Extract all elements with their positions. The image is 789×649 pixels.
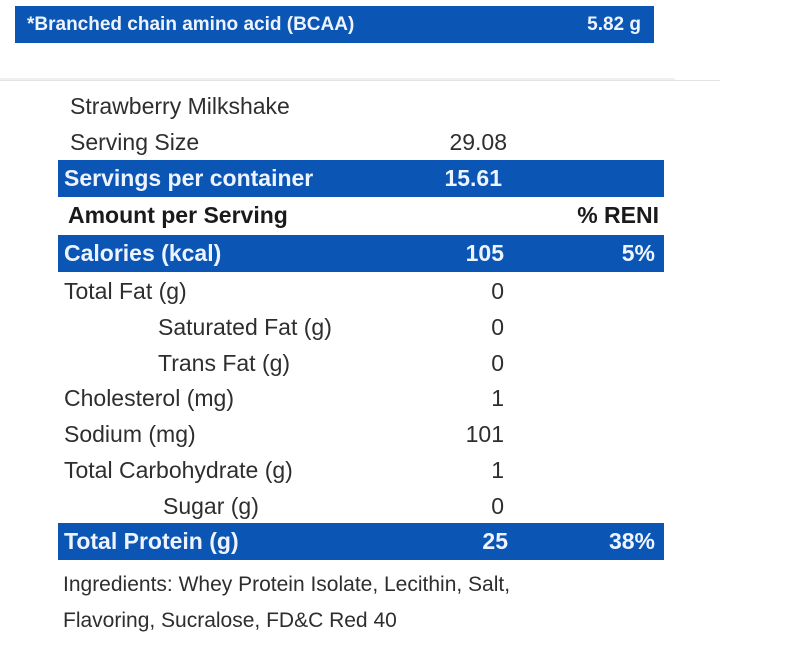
reni-header: % RENI (577, 202, 659, 228)
ingredients-text: Ingredients: Whey Protein Isolate, Lecit… (63, 567, 623, 639)
servings-per-container-label: Servings per container (64, 165, 314, 191)
nutrient-row-saturated-fat: Saturated Fat (g) 0 (58, 309, 664, 346)
ingredients-line-2: Flavoring, Sucralose, FD&C Red 40 (63, 609, 397, 632)
calories-row: Calories (kcal) 105 5% (58, 235, 664, 272)
nutrient-row-sodium: Sodium (mg) 101 (58, 416, 664, 453)
nutrient-value: 1 (491, 457, 504, 483)
total-protein-label: Total Protein (g) (64, 528, 239, 554)
nutrient-label: Saturated Fat (g) (158, 314, 332, 340)
bcaa-label: *Branched chain amino acid (BCAA) (27, 13, 355, 35)
nutrient-row-trans-fat: Trans Fat (g) 0 (58, 345, 664, 382)
nutrient-row-total-fat: Total Fat (g) 0 (58, 273, 664, 310)
nutrient-value: 0 (491, 493, 504, 519)
nutrient-label: Sodium (mg) (64, 421, 196, 447)
nutrient-value: 0 (491, 278, 504, 304)
nutrient-row-sugar: Sugar (g) 0 (58, 488, 664, 525)
nutrient-value: 101 (465, 421, 504, 447)
total-protein-value: 25 (482, 528, 508, 554)
calories-label: Calories (kcal) (64, 240, 222, 266)
calories-value: 105 (465, 240, 504, 266)
bcaa-value: 5.82 g (587, 13, 641, 35)
nutrient-label: Total Carbohydrate (g) (64, 457, 293, 483)
serving-size-row: Serving Size 29.08 (58, 124, 664, 161)
servings-per-container-row: Servings per container 15.61 (58, 160, 664, 197)
separator (0, 80, 720, 81)
bcaa-row: *Branched chain amino acid (BCAA) 5.82 g (15, 6, 654, 43)
nutrient-row-cholesterol: Cholesterol (mg) 1 (58, 380, 664, 417)
nutrient-value: 0 (491, 350, 504, 376)
ingredients-line-1: Ingredients: Whey Protein Isolate, Lecit… (63, 573, 511, 596)
nutrient-label: Sugar (g) (163, 493, 259, 519)
servings-per-container-value: 15.61 (444, 165, 502, 191)
product-name-row: Strawberry Milkshake (58, 88, 664, 125)
serving-size-value: 29.08 (449, 129, 507, 155)
serving-size-label: Serving Size (70, 129, 200, 155)
nutrient-label: Total Fat (g) (64, 278, 187, 304)
calories-pct: 5% (621, 240, 655, 266)
amount-per-serving-label: Amount per Serving (68, 202, 288, 228)
amount-per-serving-row: Amount per Serving % RENI (58, 197, 664, 234)
nutrient-row-total-carbohydrate: Total Carbohydrate (g) 1 (58, 452, 664, 489)
total-protein-row: Total Protein (g) 25 38% (58, 523, 664, 560)
product-name: Strawberry Milkshake (70, 93, 290, 119)
separator-shadow (0, 78, 675, 80)
nutrient-value: 0 (491, 314, 504, 340)
nutrient-label: Trans Fat (g) (158, 350, 291, 376)
nutrient-label: Cholesterol (mg) (64, 385, 234, 411)
total-protein-pct: 38% (608, 528, 655, 554)
nutrient-value: 1 (491, 385, 504, 411)
